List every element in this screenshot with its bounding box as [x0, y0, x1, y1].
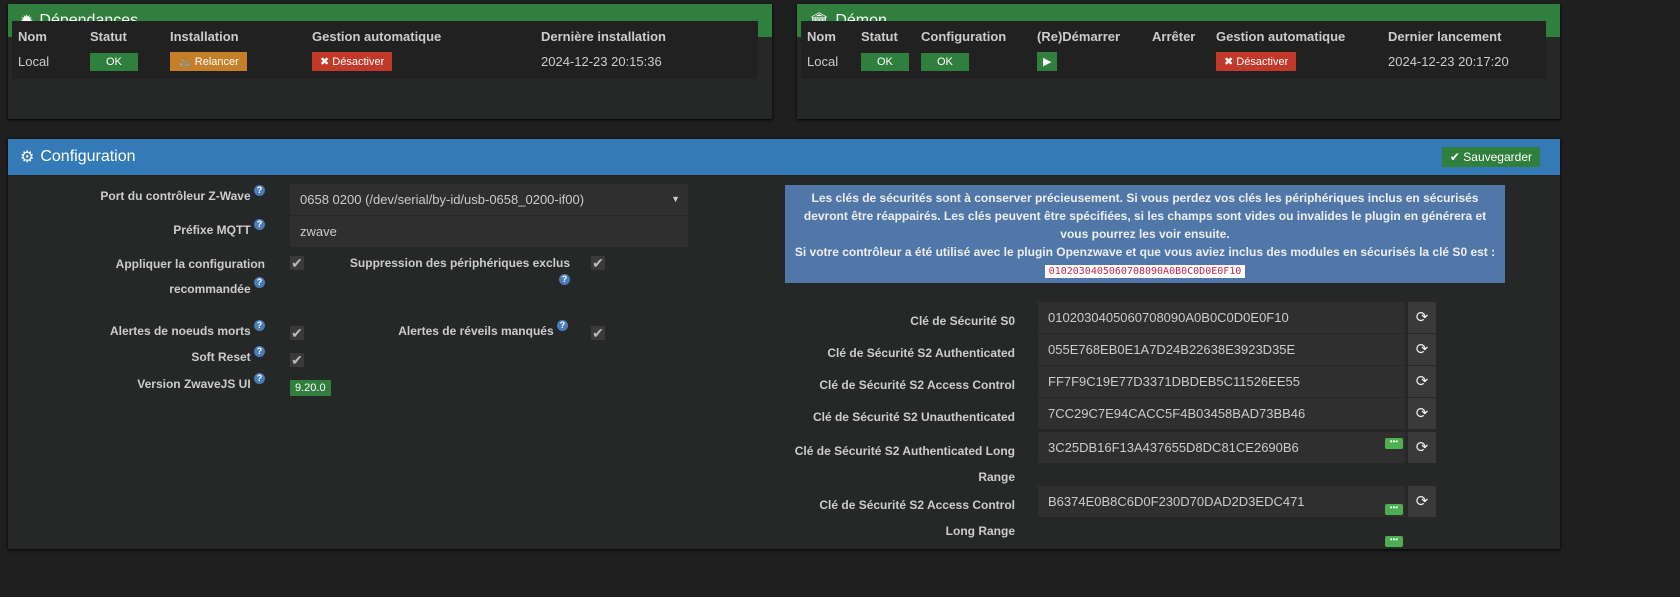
col-nom: Nom — [807, 29, 836, 44]
comment-icon: ••• — [1385, 536, 1403, 547]
info-text: Les clés de sécurités sont à conserver p… — [803, 191, 1487, 241]
key-input[interactable]: 0102030405060708090A0B0C0D0E0F10 — [1038, 302, 1405, 333]
col-gestion: Gestion automatique — [1216, 29, 1346, 44]
wake-label: Alertes de réveils manqués ? — [330, 320, 568, 342]
start-button[interactable]: ▶ — [1037, 52, 1058, 71]
apply-label: Appliquer la configuration recommandée ? — [60, 252, 265, 302]
panel-title: Configuration — [40, 148, 136, 165]
table-row: Local OK 🚲 Relancer ✖ Désactiver 2024-12-23 … — [12, 48, 758, 79]
version-badge: 9.20.0 — [290, 380, 331, 396]
col-nom: Nom — [18, 29, 47, 44]
suppr-label: Suppression des périphériques exclus? — [330, 252, 570, 296]
config-badge: OK — [921, 52, 969, 71]
relancer-label: Relancer — [194, 56, 239, 68]
refresh-icon[interactable]: ⟳ — [1408, 432, 1436, 463]
security-info-box: Les clés de sécurités sont à conserver p… — [785, 185, 1505, 283]
col-demarrer: (Re)Démarrer — [1037, 29, 1121, 44]
port-value: 0658 0200 (/dev/serial/by-id/usb-0658_02… — [300, 192, 585, 207]
key-input[interactable]: FF7F9C19E77D3371DBDEB5C11526EE55 — [1038, 366, 1405, 397]
refresh-icon[interactable]: ⟳ — [1408, 486, 1436, 517]
dependances-table: Nom Statut Installation Gestion automatique… — [12, 21, 758, 79]
key-input[interactable]: 055E768EB0E1A7D24B22638E3923D35E — [1038, 334, 1405, 365]
label-text: Suppression des périphériques exclus — [349, 256, 570, 270]
key-input[interactable]: B6374E0B8C6D0F230D70DAD2D3EDC471 — [1038, 486, 1405, 517]
refresh-icon[interactable]: ⟳ — [1408, 398, 1436, 429]
mqtt-input[interactable]: zwave — [290, 216, 688, 247]
help-icon[interactable]: ? — [559, 274, 570, 285]
label-text: Préfixe MQTT — [173, 223, 251, 237]
configuration-header: ⚙ Configuration ✔ Sauvegarder — [8, 139, 1560, 175]
info-code: 0102030405060708090A0B0C0D0E0F10 — [1044, 265, 1246, 278]
desactiver-label: Désactiver — [1236, 56, 1289, 68]
demon-table: Nom Statut Configuration (Re)Démarrer Arrête… — [801, 21, 1546, 79]
help-icon[interactable]: ? — [254, 320, 265, 331]
desactiver-label: Désactiver — [332, 56, 385, 68]
col-derniere: Dernière installation — [541, 29, 666, 44]
apply-checkbox[interactable]: ✔ — [290, 255, 304, 271]
last-install-date: 2024-12-23 20:15:36 — [541, 54, 662, 69]
label-text: Appliquer la configuration recommandée — [115, 257, 265, 296]
key-label: Clé de Sécurité S2 Authenticated — [827, 346, 1015, 360]
help-icon[interactable]: ? — [254, 373, 265, 384]
relancer-button[interactable]: 🚲 Relancer — [170, 52, 247, 71]
status-badge: OK — [90, 52, 138, 71]
desactiver-button[interactable]: ✖ Désactiver — [312, 52, 393, 71]
key-input[interactable]: 3C25DB16F13A437655D8DC81CE2690B6 — [1038, 432, 1405, 463]
comment-icon: ••• — [1385, 438, 1403, 449]
key-label: Clé de Sécurité S2 Access Control — [819, 378, 1015, 392]
demon-panel: 🏛Démon NomStatutConfiguration(Re)Démarre… — [797, 4, 1560, 119]
key-label: Clé de Sécurité S2 Unauthenticated — [812, 410, 1015, 424]
desactiver-button[interactable]: ✖ Désactiver — [1216, 52, 1297, 71]
help-icon[interactable]: ? — [254, 346, 265, 357]
label-text: Version ZwaveJS UI — [137, 377, 251, 391]
help-icon[interactable]: ? — [254, 277, 265, 288]
port-select[interactable]: 0658 0200 (/dev/serial/by-id/usb-0658_02… — [290, 184, 688, 215]
label-text: Soft Reset — [191, 350, 251, 364]
key-label: Clé de Sécurité S0 — [910, 314, 1015, 328]
suppr-checkbox[interactable]: ✔ — [591, 255, 605, 271]
row-name: Local — [807, 54, 839, 69]
key-input[interactable]: 7CC29C7E94CACC5F4B03458BAD73BB46 — [1038, 398, 1405, 429]
row-name: Local — [18, 54, 50, 69]
dependances-panel: ✹Dépendances NomStatutInstallationGestio… — [8, 4, 772, 119]
soft-checkbox[interactable]: ✔ — [290, 352, 304, 368]
save-button[interactable]: ✔ Sauvegarder — [1441, 147, 1540, 167]
col-configuration: Configuration — [921, 29, 1007, 44]
label-text: Alertes de réveils manqués — [398, 324, 554, 338]
col-dernier: Dernier lancement — [1388, 29, 1502, 44]
caret-down-icon: ▼ — [671, 194, 680, 204]
refresh-icon[interactable]: ⟳ — [1408, 302, 1436, 333]
wake-checkbox[interactable]: ✔ — [591, 325, 605, 341]
gears-icon: ⚙ — [20, 149, 35, 166]
info-text-2: Si votre contrôleur a été utilisé avec l… — [794, 245, 1496, 259]
refresh-icon[interactable]: ⟳ — [1408, 366, 1436, 397]
port-label: Port du contrôleur Z-Wave ? — [40, 185, 265, 207]
col-installation: Installation — [170, 29, 239, 44]
dead-label: Alertes de noeuds morts ? — [40, 320, 265, 342]
version-label: Version ZwaveJS UI ? — [40, 373, 265, 395]
label-text: Port du contrôleur Z-Wave — [100, 189, 251, 203]
dead-checkbox[interactable]: ✔ — [290, 325, 304, 341]
col-gestion: Gestion automatique — [312, 29, 442, 44]
refresh-icon[interactable]: ⟳ — [1408, 334, 1436, 365]
save-label: Sauvegarder — [1463, 150, 1532, 164]
table-row: Local OK OK ▶ ✖ Désactiver 2024-12-23 20:17:2… — [801, 48, 1546, 79]
col-statut: Statut — [861, 29, 898, 44]
help-icon[interactable]: ? — [254, 185, 265, 196]
mqtt-label: Préfixe MQTT ? — [40, 219, 265, 241]
comment-icon: ••• — [1385, 504, 1403, 515]
last-launch-date: 2024-12-23 20:17:20 — [1388, 54, 1509, 69]
help-icon[interactable]: ? — [557, 320, 568, 331]
key-label: Clé de Sécurité S2 Access Control Long R… — [819, 498, 1015, 538]
label-text: Alertes de noeuds morts — [109, 324, 251, 338]
col-arreter: Arrêter — [1152, 29, 1196, 44]
help-icon[interactable]: ? — [254, 219, 265, 230]
key-label: Clé de Sécurité S2 Authenticated Long Ra… — [794, 444, 1015, 484]
status-badge: OK — [861, 52, 909, 71]
soft-label: Soft Reset ? — [40, 346, 265, 368]
col-statut: Statut — [90, 29, 127, 44]
